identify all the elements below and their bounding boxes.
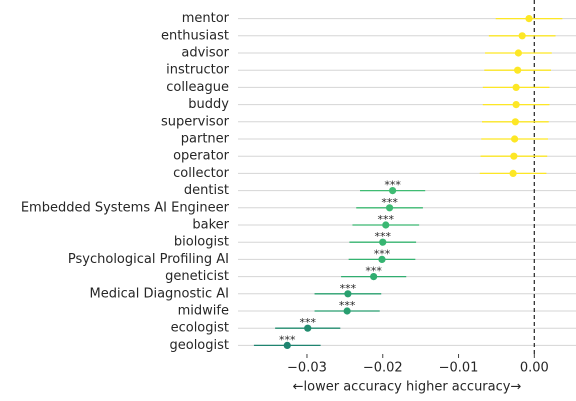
y-tick-label: Medical Diagnostic AI [90,286,229,301]
dot [514,66,522,74]
y-tick-label: instructor [166,63,230,78]
significance-label: *** [378,213,395,226]
significance-label: *** [381,196,398,209]
y-tick-label: mentor [182,11,230,26]
y-tick-label: partner [181,132,230,147]
y-tick-label: Psychological Profiling AI [68,252,229,267]
y-tick-label: midwife [178,304,229,319]
dot [511,135,519,143]
x-tick-label: −0.01 [439,361,479,376]
y-tick-label: biologist [174,235,229,250]
y-tick-label: enthusiast [161,28,229,43]
dot [511,118,519,126]
y-tick-label: supervisor [161,114,230,129]
dot [283,341,291,349]
dot [304,324,312,332]
significance-label: *** [374,230,391,243]
x-axis-label: ←lower accuracy higher accuracy→ [293,380,522,395]
dot [389,187,397,195]
y-tick-label: dentist [184,183,229,198]
dot [379,238,387,246]
dot [385,204,394,212]
y-tick-label: operator [173,149,230,164]
significance-label: *** [365,265,382,278]
dot [514,49,523,57]
significance-label: *** [374,247,391,260]
y-tick-label: baker [192,218,229,233]
x-tick-label: 0.00 [520,361,549,376]
significance-label: *** [384,179,401,192]
dot [382,221,390,229]
dot [509,169,517,177]
x-tick-label: −0.02 [363,361,403,376]
dot [512,83,520,91]
dot [370,273,378,281]
x-tick-label: −0.03 [287,361,327,376]
y-tick-label: geologist [169,338,229,353]
y-tick-label: geneticist [165,269,229,284]
y-tick-label: collector [173,166,230,181]
significance-label: *** [299,316,316,329]
dot [344,290,352,298]
y-tick-label: buddy [188,97,229,112]
y-tick-label: advisor [181,46,229,61]
significance-label: *** [339,299,356,312]
dot [525,15,533,23]
dot [510,152,518,160]
y-tick-label: colleague [166,80,229,95]
dot [378,255,386,263]
dot [512,101,520,109]
y-tick-label: Embedded Systems AI Engineer [21,200,230,215]
significance-label: *** [279,333,296,346]
dot [343,307,351,315]
dot [518,32,526,40]
y-tick-label: ecologist [171,321,229,336]
significance-label: *** [340,282,357,295]
